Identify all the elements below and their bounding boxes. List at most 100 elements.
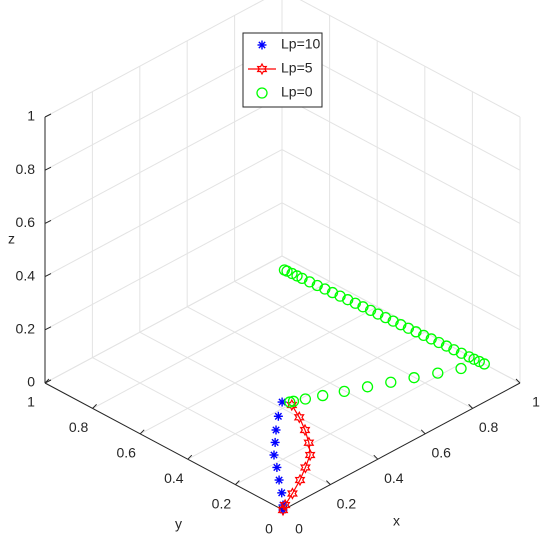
z-tick-label: 0.6 xyxy=(16,214,36,230)
grid-line xyxy=(299,0,521,118)
z-tick-label: 0 xyxy=(27,374,35,390)
grid-line xyxy=(281,202,521,331)
x-tick-label: 0.4 xyxy=(384,470,404,486)
asterisk-stroke xyxy=(271,438,279,447)
x-axis-label: x xyxy=(393,513,400,529)
data-point xyxy=(269,450,279,460)
data-point xyxy=(294,473,306,487)
data-point xyxy=(303,436,315,450)
data-point xyxy=(278,264,291,276)
x-tick xyxy=(326,480,331,485)
asterisk-stroke xyxy=(278,489,286,497)
legend-label: Lp=5 xyxy=(281,60,313,76)
y-tick-label: 0 xyxy=(265,521,273,537)
z-tick xyxy=(44,326,52,331)
grid-line xyxy=(234,280,473,409)
data-point xyxy=(286,398,298,412)
grid-line xyxy=(92,357,331,486)
data-point xyxy=(473,355,485,368)
z-tick xyxy=(44,166,52,171)
series-line xyxy=(282,404,311,511)
y-tick xyxy=(187,454,193,460)
z-tick-label: 0.4 xyxy=(16,267,36,283)
y-tick xyxy=(44,378,50,384)
z-tick-label: 1 xyxy=(27,108,35,124)
data-point xyxy=(271,425,281,435)
x-tick xyxy=(420,429,426,435)
legend-label: Lp=0 xyxy=(281,84,313,100)
legend-marker xyxy=(256,62,268,76)
grid-line xyxy=(139,331,379,460)
y-tick-label: 0.4 xyxy=(164,470,184,486)
data-point xyxy=(361,381,374,393)
x-tick-label: 1 xyxy=(532,394,540,410)
grid-line xyxy=(187,331,426,460)
data-point xyxy=(299,423,311,437)
z-tick xyxy=(44,219,52,224)
asterisk-stroke xyxy=(270,451,278,459)
data-point xyxy=(385,376,397,388)
data-point xyxy=(284,396,296,408)
grid-line xyxy=(44,0,265,118)
grid-line xyxy=(186,306,426,435)
grid-line xyxy=(44,255,283,384)
data-point xyxy=(279,498,291,512)
data-point xyxy=(338,385,350,398)
grid-line xyxy=(281,149,521,278)
legend-marker xyxy=(256,87,268,99)
asterisk-stroke xyxy=(272,426,280,434)
asterisk-stroke xyxy=(275,476,283,484)
y-tick xyxy=(139,429,145,435)
x-tick-label: 0.2 xyxy=(337,495,357,511)
data-point xyxy=(274,475,284,485)
data-point xyxy=(287,395,300,407)
y-tick-label: 0.2 xyxy=(212,495,232,511)
y-tick xyxy=(235,480,240,485)
legend-box xyxy=(242,32,323,108)
y-axis-label: y xyxy=(175,516,182,532)
y-tick-label: 1 xyxy=(27,394,35,410)
x-tick xyxy=(373,454,379,460)
grid-line xyxy=(139,306,378,435)
data-point xyxy=(270,437,280,447)
x-tick-label: 0 xyxy=(295,521,303,537)
asterisk-stroke xyxy=(258,41,266,49)
z-tick-label: 0.8 xyxy=(16,161,36,177)
z-tick xyxy=(44,273,52,278)
grid-line xyxy=(92,280,330,409)
data-point xyxy=(273,411,283,421)
data-point xyxy=(317,389,329,402)
grid-line xyxy=(44,95,283,224)
asterisk-stroke xyxy=(273,463,281,472)
data-point xyxy=(304,448,316,462)
z-tick xyxy=(44,113,52,118)
grid-line xyxy=(235,357,473,486)
data-point xyxy=(408,372,420,384)
data-point xyxy=(293,410,305,424)
x-tick xyxy=(468,404,473,409)
grid-line xyxy=(281,95,521,224)
data-point xyxy=(272,462,282,472)
y-tick-label: 0.8 xyxy=(69,419,89,435)
asterisk-stroke xyxy=(278,398,286,406)
y-tick-label: 0.6 xyxy=(116,445,136,461)
legend-label: Lp=10 xyxy=(281,36,321,52)
x-tick-label: 0.6 xyxy=(431,445,451,461)
legend: Lp=10 Lp=5 Lp=0 xyxy=(242,32,323,108)
z-tick-label: 0.2 xyxy=(16,321,36,337)
grid-line xyxy=(44,149,283,278)
grid-line xyxy=(44,202,283,331)
data-point xyxy=(432,367,444,379)
legend-marker xyxy=(257,40,267,50)
z-axis-label: z xyxy=(8,231,15,247)
data-point xyxy=(299,393,312,405)
y-tick xyxy=(92,404,97,409)
y-axis xyxy=(44,382,284,511)
data-point xyxy=(455,362,467,375)
x-tick xyxy=(515,378,521,384)
asterisk-stroke xyxy=(274,412,283,420)
data-point xyxy=(286,487,298,500)
x-tick-label: 0.8 xyxy=(479,419,499,435)
